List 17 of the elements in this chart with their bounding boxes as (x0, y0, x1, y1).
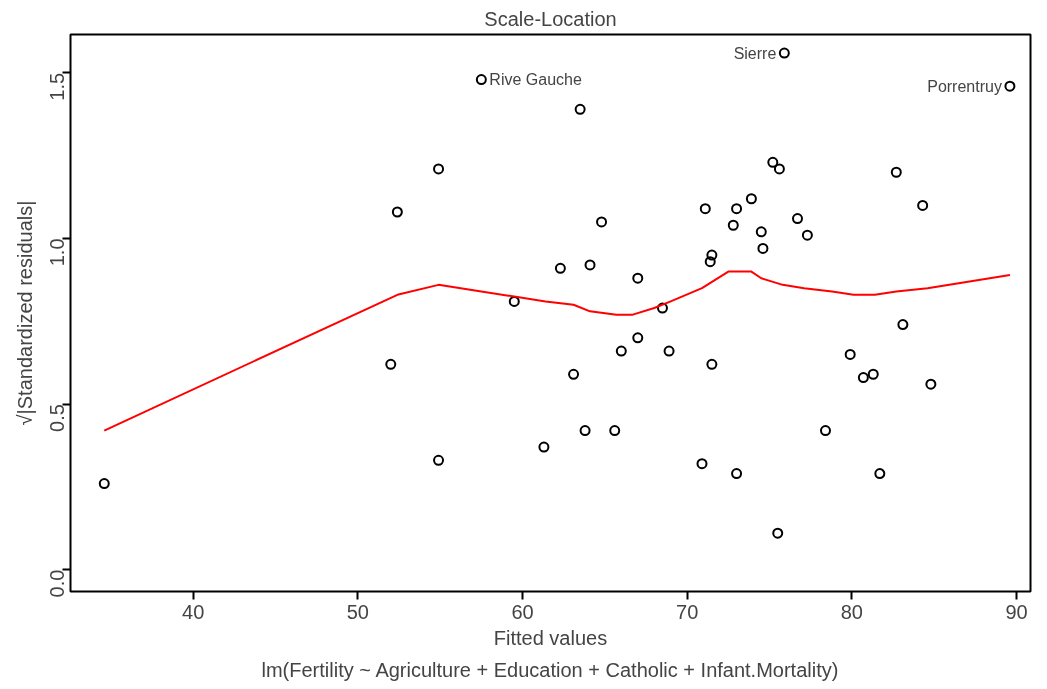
x-tick-label: 50 (346, 600, 369, 623)
annotation: Sierre (733, 44, 777, 62)
annotation: Rive Gauche (489, 71, 582, 89)
y-axis-title: √|Standardized residuals| (13, 200, 36, 426)
chart-title: Scale-Location (484, 7, 617, 30)
annotation: Porrentruy (927, 77, 1002, 95)
x-axis-title: Fitted values (493, 626, 608, 649)
y-tick-label: 1.5 (46, 72, 69, 101)
y-tick-label: 1.0 (46, 238, 69, 267)
x-tick-label: 90 (1005, 600, 1028, 623)
x-tick-label: 80 (840, 600, 863, 623)
y-tick-label: 0.5 (46, 404, 69, 432)
x-tick-label: 60 (511, 600, 534, 623)
y-tick-label: 0.0 (46, 569, 69, 598)
text: lm(Fertility ~ Agriculture + Education + Catholic + Infant.Mortality) (261, 658, 839, 681)
x-tick-label: 40 (182, 600, 205, 623)
x-tick-label: 70 (676, 600, 699, 623)
